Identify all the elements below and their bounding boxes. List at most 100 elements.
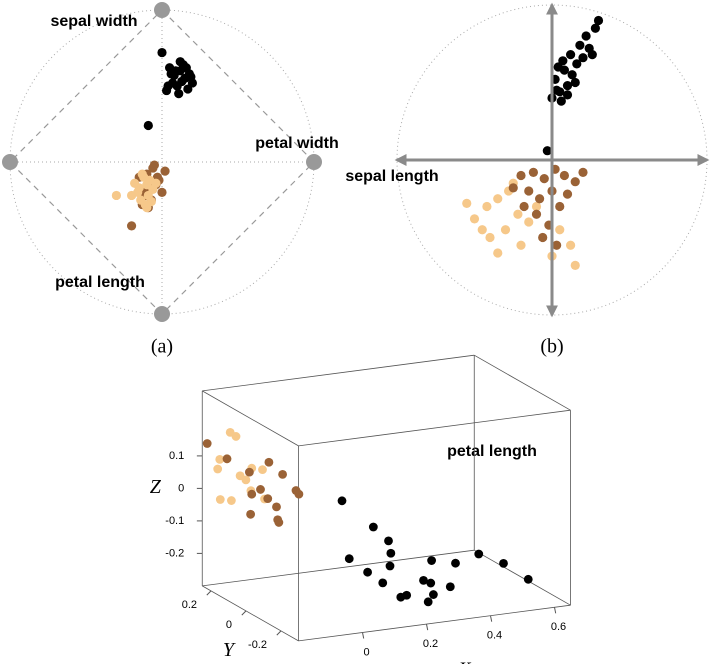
data-point [566, 50, 576, 60]
panel-caption: (a) [151, 336, 173, 358]
data-point [445, 582, 455, 592]
data-point [157, 187, 167, 197]
data-point [419, 576, 428, 585]
data-point [513, 209, 523, 219]
data-point [134, 183, 144, 193]
data-point [587, 50, 597, 60]
data-point [344, 554, 354, 564]
data-point [508, 183, 518, 193]
data-point [570, 260, 580, 270]
anchor-point [154, 306, 170, 322]
data-point [384, 536, 393, 546]
data-point [137, 169, 147, 179]
data-point [562, 189, 573, 199]
data-point [111, 190, 121, 201]
data-point [562, 90, 573, 100]
data-point [378, 578, 388, 588]
data-point [177, 76, 187, 87]
data-point [535, 194, 545, 204]
panel-caption: (b) [540, 336, 563, 358]
data-point [524, 186, 534, 196]
data-point [368, 522, 378, 532]
data-point [294, 489, 304, 499]
data-point [555, 225, 565, 235]
box-edge [202, 585, 299, 642]
data-point [559, 170, 570, 181]
anchor-point [2, 154, 18, 170]
data-point [337, 496, 347, 506]
x-tick-mark [362, 632, 365, 639]
data-point [575, 40, 585, 50]
data-point [181, 63, 191, 73]
data-point [174, 89, 184, 99]
x-tick-mark [426, 624, 429, 631]
y-tick-mark [241, 610, 247, 616]
y-tick-label: -0.2 [248, 639, 267, 651]
data-point [222, 454, 232, 464]
data-point [567, 70, 577, 80]
data-point [272, 502, 281, 512]
data-point [278, 469, 287, 479]
anchor-label: petal width [255, 135, 339, 152]
x-tick-label: 0 [363, 646, 369, 658]
data-point [225, 427, 235, 437]
data-point [213, 464, 223, 474]
data-point [263, 494, 273, 503]
data-point [183, 84, 193, 94]
box-edge [298, 604, 571, 642]
data-point [247, 489, 257, 499]
data-point [500, 225, 511, 235]
data-point [256, 485, 265, 494]
data-point [241, 475, 251, 485]
data-point [493, 248, 503, 258]
z-axis-label: Z [150, 476, 162, 498]
x-tick-mark [490, 615, 493, 622]
data-point [142, 203, 152, 213]
data-point [516, 170, 526, 181]
data-point [148, 163, 158, 173]
data-point [386, 548, 396, 558]
anchor-point [306, 154, 322, 170]
box-edge [474, 549, 571, 606]
data-point [499, 559, 508, 568]
data-point [531, 201, 542, 212]
data-point [258, 465, 267, 474]
data-point [163, 81, 173, 91]
data-point [396, 592, 406, 602]
data-point [538, 232, 548, 243]
box-edge [202, 354, 475, 392]
data-point [273, 515, 283, 525]
data-point [215, 495, 225, 504]
data-point [215, 455, 225, 464]
anchor-point [154, 2, 170, 18]
z-tick-label: 0.1 [169, 450, 184, 462]
data-point [429, 590, 438, 599]
data-point [227, 496, 236, 505]
y-tick-label: 0 [226, 619, 232, 631]
data-point [143, 120, 153, 131]
z-tick-label: -0.1 [165, 515, 184, 527]
data-point [423, 597, 433, 607]
data-point [245, 467, 254, 477]
data-point [385, 561, 395, 571]
data-point [558, 56, 568, 66]
data-point [590, 23, 601, 33]
data-point [127, 221, 137, 231]
x-tick-label: 0.4 [487, 630, 502, 642]
data-point [578, 167, 588, 177]
data-point [202, 439, 212, 448]
data-point [160, 166, 170, 176]
data-point [566, 240, 576, 250]
data-point [246, 509, 256, 519]
data-point [528, 167, 539, 177]
data-point [556, 96, 566, 106]
data-point [531, 209, 542, 219]
data-point [175, 57, 185, 67]
data-point [570, 77, 580, 88]
data-point [519, 201, 529, 212]
data-point [186, 72, 196, 82]
data-point [477, 225, 487, 235]
x-tick-label: 0.6 [551, 621, 566, 633]
data-point [593, 15, 604, 26]
